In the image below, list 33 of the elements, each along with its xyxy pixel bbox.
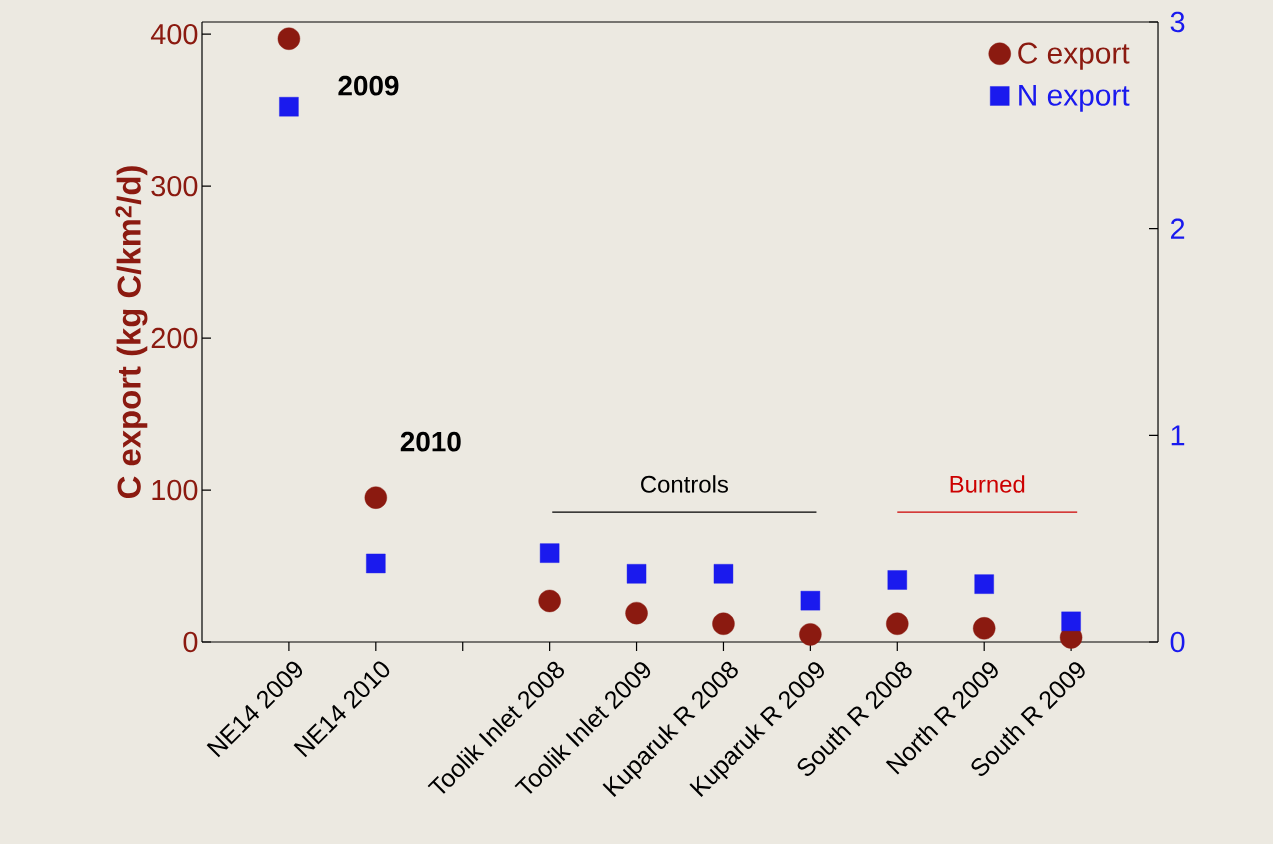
point [972, 617, 996, 640]
annotation: Controls [641, 475, 728, 493]
y2-tick-label: 0 [1170, 631, 1185, 653]
y-tick-label: 0 [183, 631, 198, 653]
point [712, 612, 735, 635]
y-tick-label: 200 [151, 327, 198, 349]
point [626, 564, 647, 584]
point [539, 543, 560, 563]
y-axis-title: C export (kg C/km$^{2}$/d) [115, 166, 148, 499]
y-tick-label: 400 [150, 23, 198, 45]
point [277, 27, 301, 50]
y2-tick-label: 1 [1171, 425, 1185, 446]
legend-label: C export [1018, 42, 1130, 70]
y-tick-label: 300 [151, 175, 198, 197]
point [279, 97, 299, 117]
point [713, 564, 734, 584]
legend-label: N export [1019, 84, 1130, 112]
point [886, 612, 909, 635]
annotation: Burned [950, 475, 1025, 493]
point [538, 589, 561, 613]
y2-tick-label: 2 [1170, 218, 1185, 239]
annotation: 2009 [338, 75, 399, 96]
point [1061, 611, 1081, 632]
point [887, 570, 907, 590]
annotation: 2010 [400, 431, 461, 452]
y2-tick-label: 3 [1170, 11, 1185, 33]
point [799, 623, 822, 646]
point [364, 486, 388, 509]
point [800, 590, 821, 611]
point [366, 553, 386, 574]
point [974, 574, 994, 594]
y-tick-label: 100 [152, 479, 198, 501]
point [625, 601, 648, 625]
